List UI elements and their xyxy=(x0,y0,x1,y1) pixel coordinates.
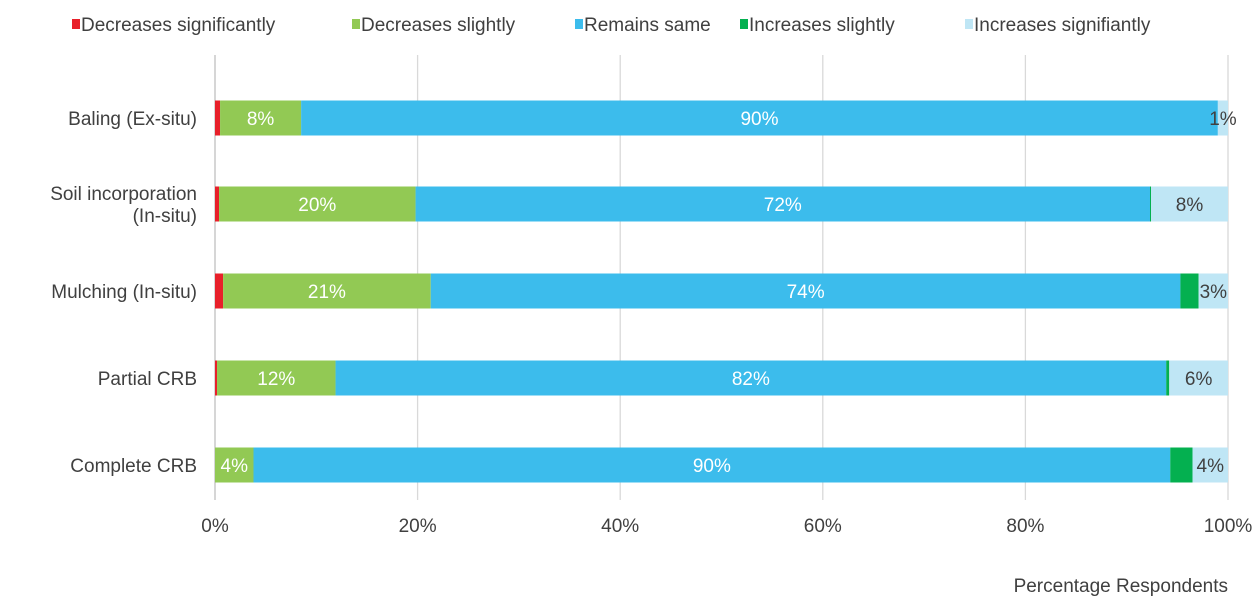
bar-segment xyxy=(223,273,431,309)
bar-segment xyxy=(1192,447,1228,483)
bar-segment xyxy=(1198,273,1228,309)
legend-label: Remains same xyxy=(584,15,711,36)
legend-swatch xyxy=(72,19,80,29)
data-label: 4% xyxy=(1197,456,1225,477)
category-label: Mulching (In-situ) xyxy=(51,282,197,303)
legend-swatch xyxy=(352,19,360,29)
x-tick-labels: 0% 20% 40% 60% 80% 100% xyxy=(201,516,1252,537)
data-label: 90% xyxy=(740,109,778,130)
x-axis-title: Percentage Respondents xyxy=(1014,576,1228,597)
bar-segment xyxy=(217,360,336,396)
category-labels: Baling (Ex-situ) Soil incorporation (In-si… xyxy=(50,109,197,477)
data-label: 12% xyxy=(257,369,295,390)
data-label: 8% xyxy=(1176,195,1204,216)
bar-segment xyxy=(215,186,220,222)
data-label: 6% xyxy=(1185,369,1213,390)
bar-segment xyxy=(220,100,302,136)
data-label: 1% xyxy=(1209,109,1237,130)
x-tick-label: 0% xyxy=(201,516,229,537)
x-tick-label: 80% xyxy=(1006,516,1044,537)
legend-label: Increases signifiantly xyxy=(974,15,1151,36)
legend-label: Increases slightly xyxy=(749,15,895,36)
legend-swatch xyxy=(965,19,973,29)
bar-segment xyxy=(1170,447,1193,483)
bar-segment xyxy=(301,100,1218,136)
x-tick-label: 60% xyxy=(804,516,842,537)
bar-segment xyxy=(335,360,1167,396)
category-label: Baling (Ex-situ) xyxy=(68,109,197,130)
category-label: Soil incorporation (In-situ) xyxy=(50,184,197,227)
legend-swatch xyxy=(740,19,748,29)
bars: 8% 90% 1% 20% 72% 8% 21% 74% 3% 12% 82% 6% 4% 90% 4% xyxy=(215,100,1237,483)
bar-segment xyxy=(1151,186,1228,222)
x-tick-label: 20% xyxy=(399,516,437,537)
data-label: 21% xyxy=(308,282,346,303)
data-label: 20% xyxy=(298,195,336,216)
bar-segment xyxy=(253,447,1171,483)
data-label: 74% xyxy=(787,282,825,303)
data-label: 4% xyxy=(221,456,249,477)
x-tick-label: 40% xyxy=(601,516,639,537)
bar-segment xyxy=(1217,100,1228,136)
data-label: 90% xyxy=(693,456,731,477)
bar-segment xyxy=(1166,360,1170,396)
bar-segment xyxy=(1149,186,1152,222)
category-label: Complete CRB xyxy=(70,456,197,477)
data-label: 8% xyxy=(247,109,275,130)
bar-segment xyxy=(1180,273,1199,309)
data-label: 72% xyxy=(764,195,802,216)
bar-segment xyxy=(215,360,218,396)
bar-segment xyxy=(430,273,1181,309)
bar-segment xyxy=(219,186,416,222)
bar-segment xyxy=(1169,360,1228,396)
x-tick-label: 100% xyxy=(1204,516,1253,537)
bar-segment xyxy=(215,273,224,309)
legend-label: Decreases slightly xyxy=(361,15,516,36)
data-label: 82% xyxy=(732,369,770,390)
category-label: Partial CRB xyxy=(98,369,197,390)
legend-swatch xyxy=(575,19,583,29)
legend-label: Decreases significantly xyxy=(81,15,276,36)
data-label: 3% xyxy=(1200,282,1228,303)
legend: Decreases significantly Decreases slightl… xyxy=(72,15,1151,36)
bar-segment xyxy=(215,447,254,483)
bar-segment xyxy=(415,186,1150,222)
bar-segment xyxy=(215,100,221,136)
